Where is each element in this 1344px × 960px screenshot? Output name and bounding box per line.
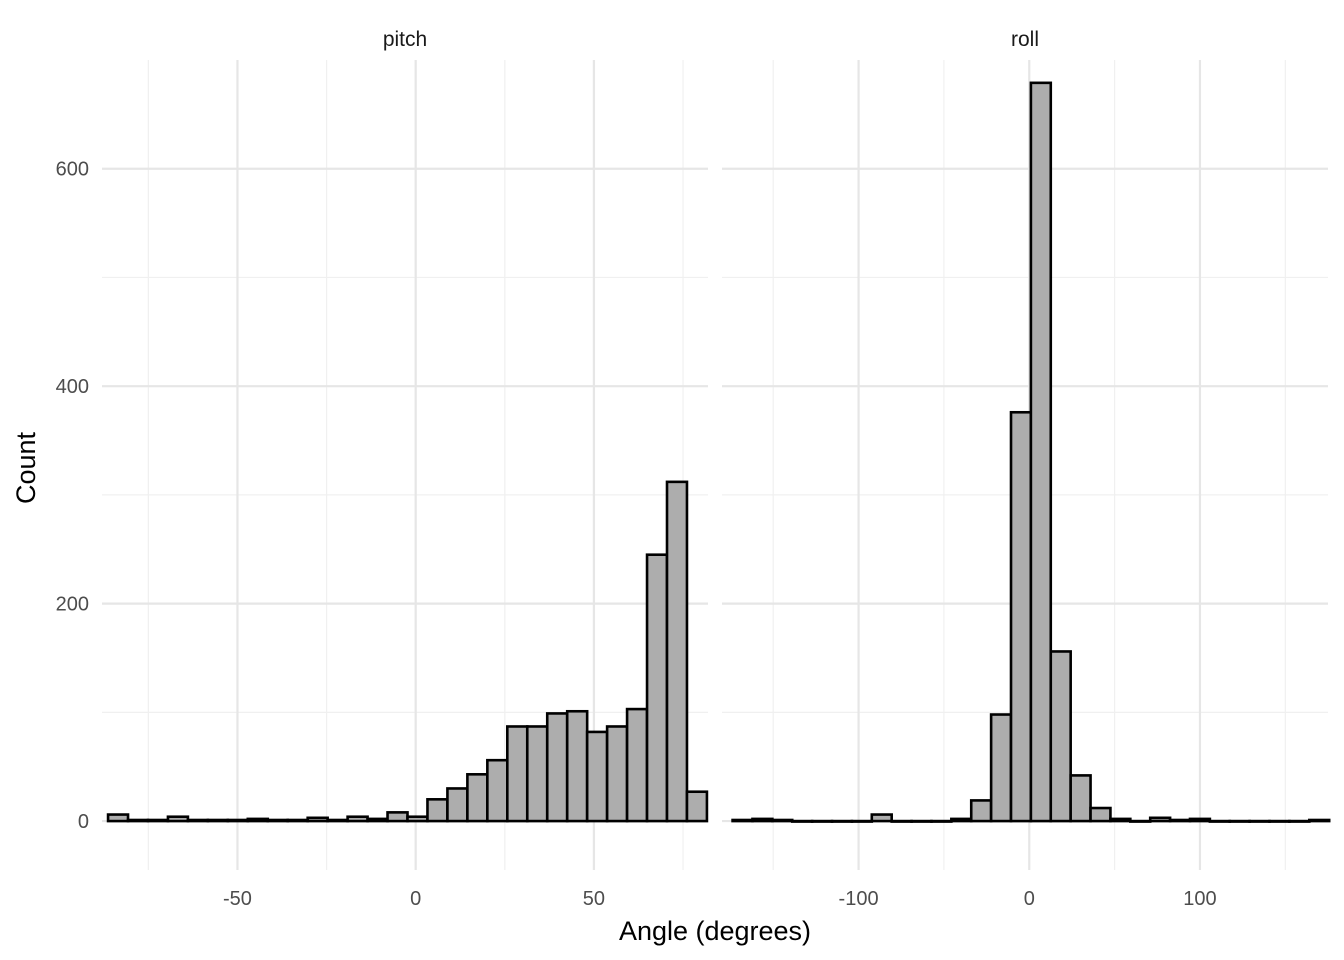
histogram-bar	[226, 818, 250, 823]
histogram-bar	[1308, 818, 1331, 823]
histogram-bar	[771, 818, 794, 823]
histogram-bar	[486, 758, 509, 823]
histogram-bar	[166, 815, 190, 823]
histogram-bar	[930, 819, 953, 823]
histogram-bar	[1029, 81, 1053, 823]
y-tick-label: 400	[56, 376, 89, 398]
facet-strip-label: roll	[1011, 28, 1039, 51]
histogram-bar	[1148, 816, 1172, 823]
histogram-bar	[890, 819, 913, 823]
histogram-bar	[790, 819, 814, 823]
histogram-bar	[850, 819, 874, 823]
y-tick-label: 600	[56, 159, 89, 181]
histogram-bar	[1069, 774, 1092, 823]
histogram-bar	[1228, 819, 1251, 823]
histogram-bar	[146, 818, 170, 823]
histogram-bar	[989, 713, 1013, 823]
histogram-bar	[645, 553, 669, 823]
x-tick-label: -100	[839, 888, 879, 910]
facet-strip-label: pitch	[383, 28, 427, 51]
histogram-bar	[186, 818, 210, 823]
histogram-bar	[406, 815, 429, 823]
histogram-bar	[206, 818, 230, 823]
histogram-bar	[605, 725, 629, 823]
histogram-bar	[969, 799, 993, 823]
histogram-bar	[266, 818, 290, 823]
histogram-bar	[246, 817, 270, 823]
histogram-bar	[685, 790, 709, 823]
histogram-bar	[1268, 819, 1291, 823]
y-tick-label: 200	[56, 594, 89, 616]
histogram-bar	[870, 813, 893, 823]
x-tick-label: 100	[1183, 888, 1216, 910]
x-axis-title: Angle (degrees)	[619, 916, 811, 946]
histogram-bar	[950, 817, 973, 823]
histogram-bar	[1248, 819, 1271, 823]
x-tick-label: 50	[583, 888, 605, 910]
histogram-bar	[751, 817, 774, 823]
histogram-bar	[545, 712, 569, 823]
histogram-bar	[1049, 650, 1072, 823]
histogram-bar	[1009, 410, 1033, 823]
histogram-bar	[1288, 819, 1311, 823]
histogram-bar	[1168, 818, 1192, 823]
panels-layer: -50 0 50 pitch -100 0 100 roll 0 200 400 600	[56, 28, 1331, 910]
y-tick-label: 0	[78, 811, 89, 833]
histogram-bar	[346, 815, 369, 823]
x-tick-label: 0	[410, 888, 421, 910]
panel-roll: -100 0 100 roll	[722, 28, 1331, 910]
histogram-bar	[306, 816, 329, 823]
histogram-bar	[1129, 819, 1152, 823]
histogram-bar	[625, 707, 649, 823]
histogram-bar	[910, 819, 933, 823]
histogram-bar	[1208, 819, 1232, 823]
histogram-bar	[1089, 806, 1112, 823]
histogram-bar	[386, 811, 409, 823]
histogram-bar	[1188, 817, 1212, 823]
x-tick-label: 0	[1024, 888, 1035, 910]
histogram-bar	[565, 709, 589, 823]
histogram-bar	[525, 725, 549, 823]
histogram-bar	[106, 813, 130, 823]
histogram-bar	[426, 798, 449, 823]
histogram-bar	[286, 818, 309, 823]
y-axis-title: Count	[11, 431, 41, 504]
histogram-bar	[830, 819, 854, 823]
histogram-bar	[366, 817, 389, 823]
histogram-bar	[126, 818, 150, 823]
histogram-bar	[665, 480, 689, 823]
histogram-bar	[466, 773, 489, 823]
histogram-bar	[446, 787, 469, 823]
histogram-bar	[326, 818, 349, 823]
x-tick-label: -50	[223, 888, 252, 910]
histogram-bar	[810, 819, 834, 823]
histogram-bar	[506, 725, 529, 823]
histogram-bar	[1109, 817, 1132, 823]
panel-pitch: -50 0 50 pitch	[102, 28, 709, 910]
histogram-bar	[585, 730, 609, 823]
histogram-bar	[731, 818, 754, 823]
